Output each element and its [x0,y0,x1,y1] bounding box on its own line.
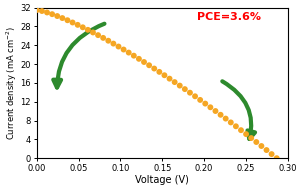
Point [239,129,244,132]
Point [91,31,95,34]
Point [228,121,233,124]
Point [182,88,187,91]
Point [254,140,259,143]
Point [234,125,238,128]
Point [177,84,182,87]
Point [147,64,151,67]
Point [39,9,44,12]
Point [80,26,85,29]
Point [75,23,80,26]
Point [55,15,60,18]
Point [188,91,192,94]
Point [198,98,203,101]
Point [65,19,70,22]
Point [152,67,157,70]
Point [274,157,279,160]
Point [101,36,106,39]
Point [213,109,218,112]
Point [70,21,75,24]
Point [111,42,116,45]
X-axis label: Voltage (V): Voltage (V) [135,175,189,185]
Point [157,70,162,73]
Point [121,48,126,51]
Point [126,51,131,54]
Y-axis label: Current density (mA cm$^{-2}$): Current density (mA cm$^{-2}$) [4,26,19,140]
Point [106,39,111,42]
Point [34,9,39,12]
Point [141,60,146,64]
Point [259,145,264,148]
Point [136,57,141,60]
Point [85,28,90,31]
Point [264,149,269,152]
Point [203,102,208,105]
Point [193,95,197,98]
Point [162,74,167,77]
Text: PCE=3.6%: PCE=3.6% [197,12,261,22]
Point [116,45,121,48]
Point [45,11,49,14]
Point [269,153,274,156]
Point [223,117,228,120]
Point [96,34,101,37]
Point [167,77,172,80]
Point [60,17,65,20]
Point [208,106,213,109]
Point [132,54,136,57]
Point [172,81,177,84]
Point [249,136,254,139]
Point [218,113,223,116]
Point [244,132,249,136]
Point [50,13,54,16]
